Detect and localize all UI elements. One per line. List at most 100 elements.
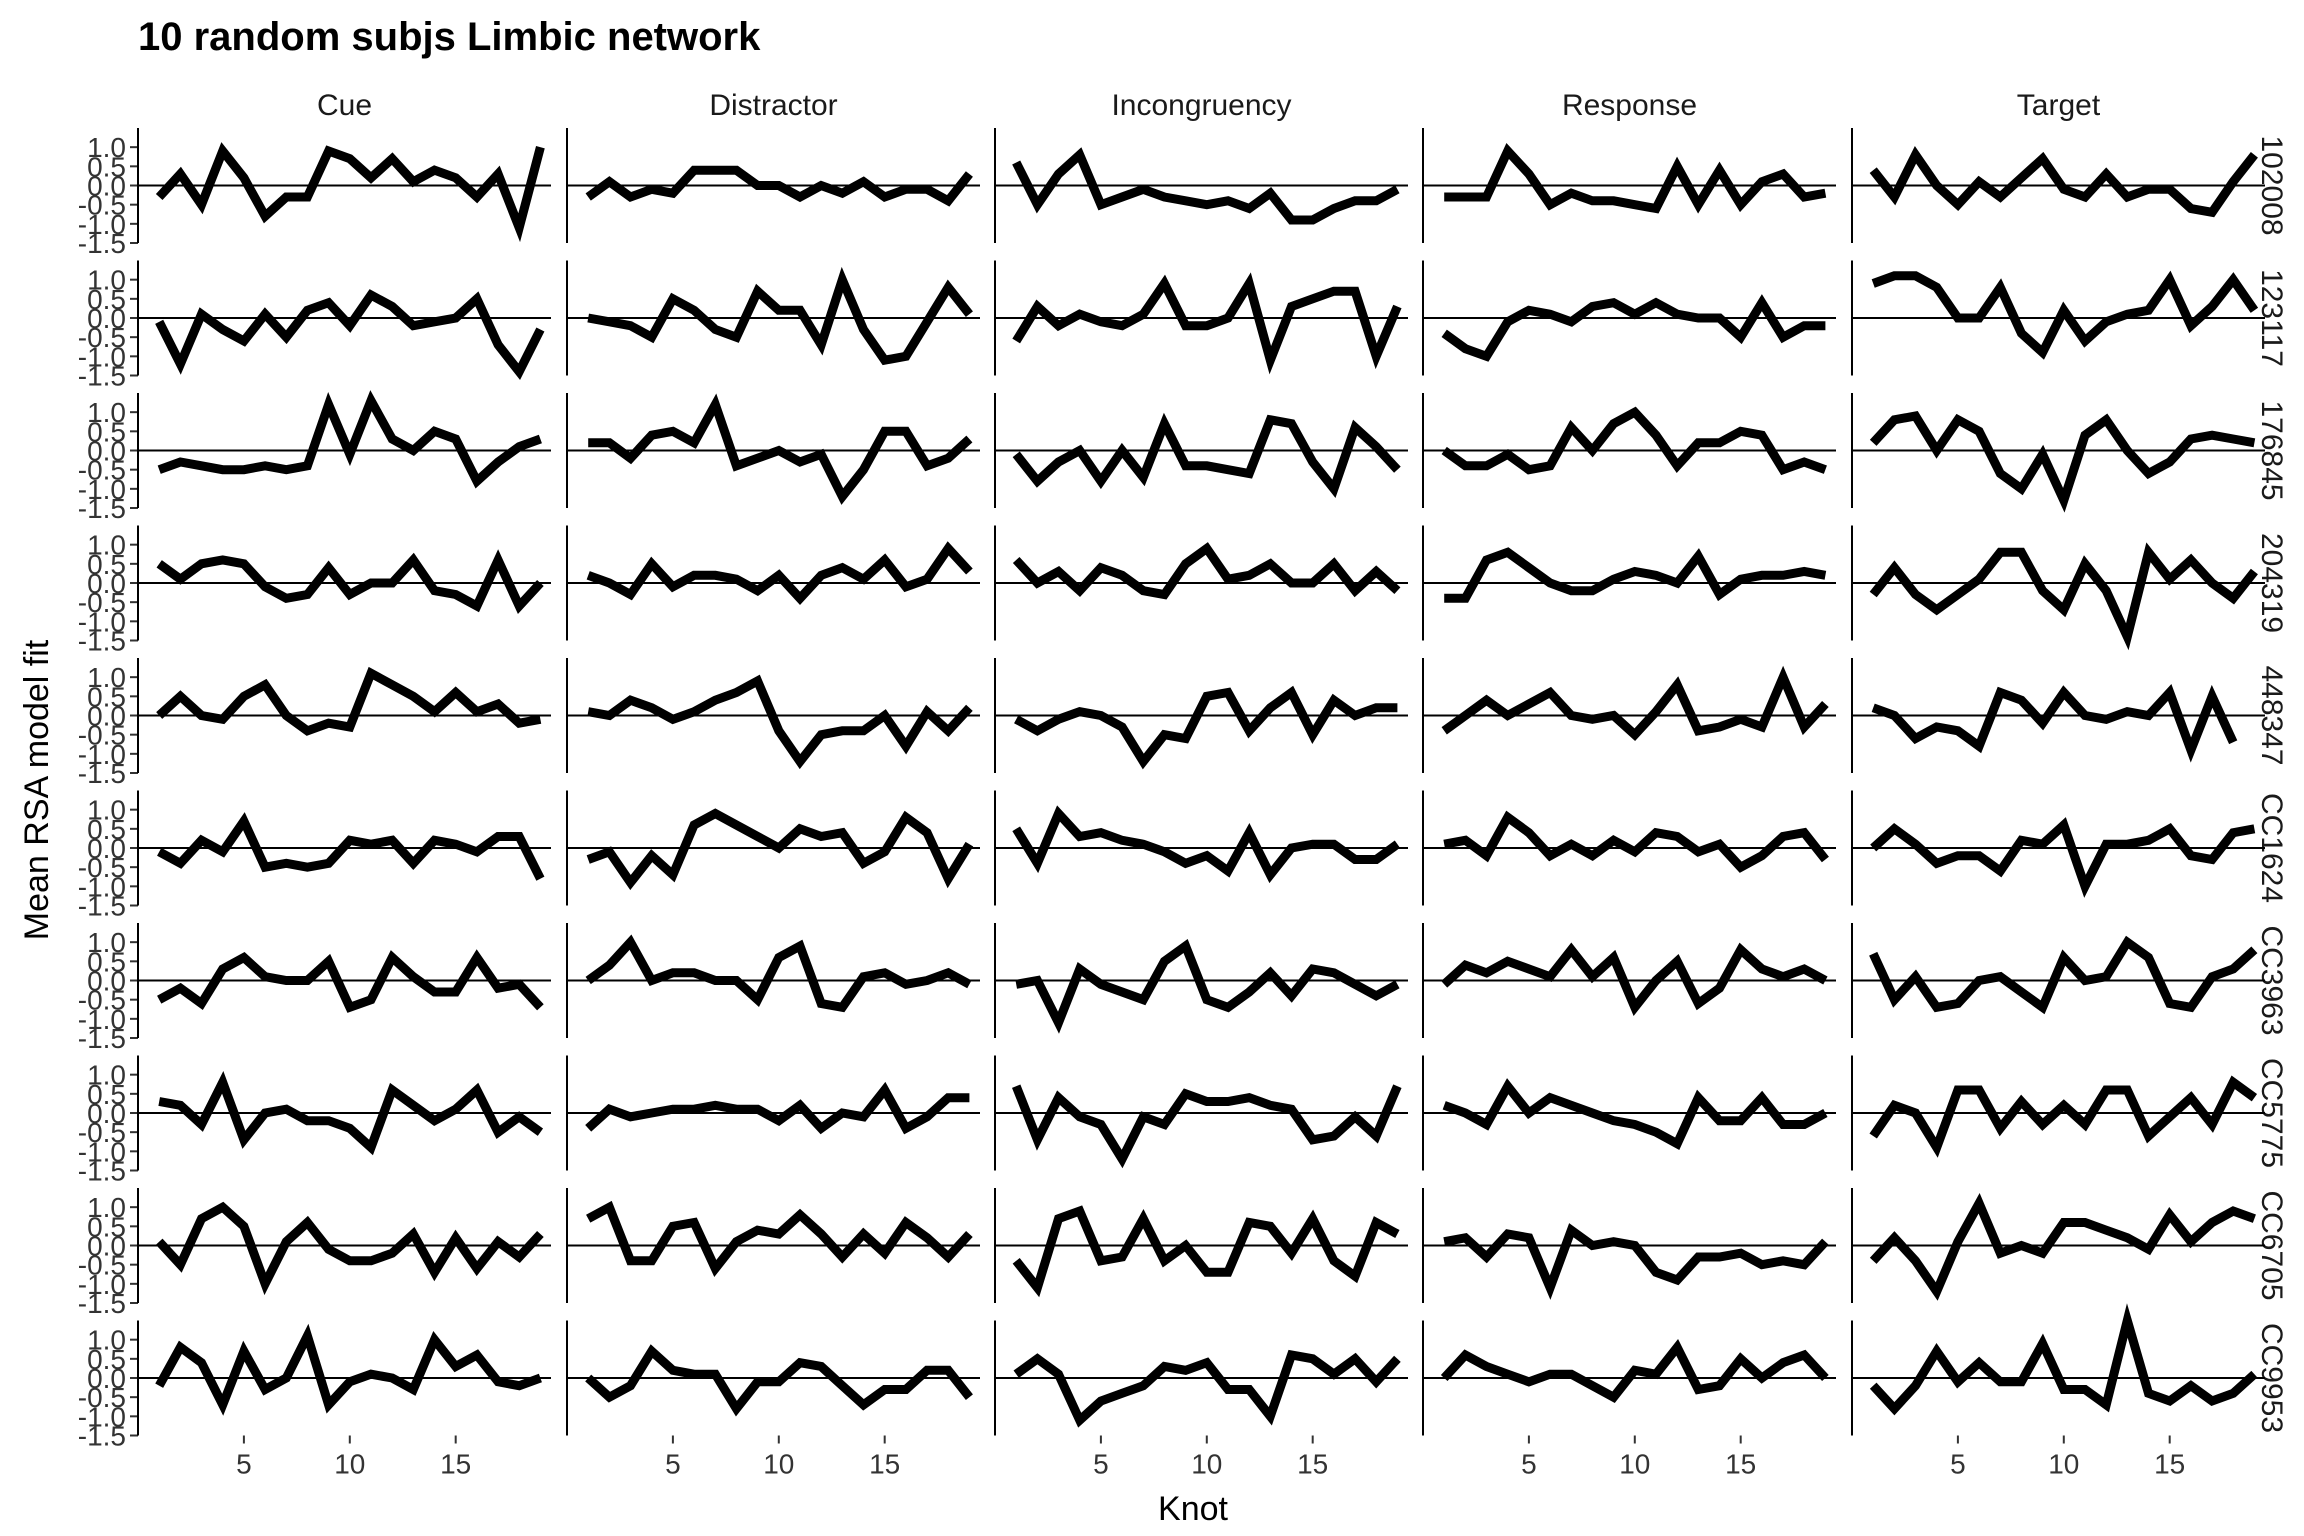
x-tick-label: 10 xyxy=(1191,1449,1222,1480)
panel xyxy=(1422,525,1836,641)
y-tick-label: -0.5 xyxy=(78,587,126,618)
y-tick-label: 1.0 xyxy=(87,1325,126,1356)
panel xyxy=(137,790,551,906)
x-axis-label: Knot xyxy=(1158,1490,1228,1528)
y-tick-label: -1.5 xyxy=(78,1156,126,1187)
y-tick-label: 1.0 xyxy=(87,662,126,693)
series-line xyxy=(1442,1078,1828,1150)
y-tick-label: -0.5 xyxy=(78,852,126,883)
panel xyxy=(1851,1188,2265,1303)
y-tick-label: 0.0 xyxy=(87,833,126,864)
series-line xyxy=(1012,1084,1402,1169)
panel xyxy=(137,1188,551,1303)
panel xyxy=(994,1188,1408,1303)
y-tick-label: -1.0 xyxy=(78,474,126,505)
y-tick-label: -0.5 xyxy=(78,1250,126,1281)
series-line xyxy=(1444,142,1827,214)
y-tick-label: 0.0 xyxy=(87,966,126,997)
panel xyxy=(1422,260,1836,376)
x-tick-label: 5 xyxy=(236,1449,252,1480)
panel xyxy=(566,923,980,1038)
series-line xyxy=(1012,1205,1400,1298)
panel xyxy=(994,128,1408,243)
y-tick-label: -1.0 xyxy=(78,209,126,240)
series-line xyxy=(1014,685,1398,770)
series-line xyxy=(1441,665,1829,742)
y-tick-label: -1.5 xyxy=(78,361,126,392)
series-line xyxy=(1012,147,1400,225)
series-line xyxy=(1012,412,1401,499)
series-line xyxy=(1869,935,2258,1015)
y-tick-label: 1.0 xyxy=(87,927,126,958)
x-tick-label: 15 xyxy=(2154,1449,2185,1480)
column-strip-label: Distractor xyxy=(709,89,837,122)
x-tick-label: 10 xyxy=(2048,1449,2079,1480)
chart-title: 10 random subjs Limbic network xyxy=(138,15,761,59)
series-line xyxy=(158,1071,544,1156)
panel xyxy=(137,923,551,1038)
panel xyxy=(1422,923,1836,1038)
y-tick-label: -1.5 xyxy=(78,1288,126,1319)
panel xyxy=(566,525,980,641)
y-tick-label: -1.5 xyxy=(78,758,126,789)
panel: 5 10 15 xyxy=(137,1320,551,1480)
series-line xyxy=(1869,145,2258,218)
series-line xyxy=(1871,684,2238,763)
panel xyxy=(994,525,1408,641)
series-line xyxy=(1870,817,2256,898)
panel xyxy=(1422,1055,1836,1171)
x-tick-label: 5 xyxy=(1093,1449,1109,1480)
panel: 5 10 15 xyxy=(1851,1303,2265,1480)
y-tick-label: 0.5 xyxy=(87,151,126,182)
series-line xyxy=(1441,942,1828,1017)
panel xyxy=(1851,525,2265,651)
series-line xyxy=(155,1323,542,1416)
series-line xyxy=(1869,1193,2256,1301)
y-tick-label: -1.5 xyxy=(78,1421,126,1452)
series-line xyxy=(157,949,544,1013)
panel xyxy=(1851,790,2265,906)
panel xyxy=(994,1055,1408,1171)
panel xyxy=(1851,1055,2265,1171)
panel: 5 10 15 xyxy=(1422,1320,1836,1480)
x-tick-label: 10 xyxy=(1619,1449,1650,1480)
x-tick-label: 10 xyxy=(763,1449,794,1480)
series-line xyxy=(585,1081,970,1135)
y-tick-label: 1.0 xyxy=(87,132,126,163)
panel xyxy=(994,658,1408,773)
y-tick-label: 0.5 xyxy=(87,814,126,845)
column-strip-label: Incongruency xyxy=(1111,89,1291,122)
series-line xyxy=(1012,272,1402,375)
y-tick-label: 1.0 xyxy=(87,397,126,428)
x-tick-label: 5 xyxy=(1950,1449,1966,1480)
y-tick-label: -1.0 xyxy=(78,739,126,770)
panel xyxy=(1851,923,2265,1038)
y-tick-label: 0.0 xyxy=(87,171,126,202)
y-tick-label: -0.5 xyxy=(78,985,126,1016)
series-line xyxy=(1869,542,2258,651)
series-line xyxy=(155,289,545,381)
y-tick-label: -1.0 xyxy=(78,1269,126,1300)
panel xyxy=(137,128,551,243)
x-tick-label: 15 xyxy=(440,1449,471,1480)
panel xyxy=(137,525,551,641)
series-line xyxy=(1012,542,1401,600)
series-line xyxy=(586,541,973,605)
y-tick-label: -1.0 xyxy=(78,1004,126,1035)
series-line xyxy=(1443,810,1829,873)
panel xyxy=(566,260,980,376)
y-tick-label: -1.5 xyxy=(78,891,126,922)
panel xyxy=(566,1188,980,1303)
y-tick-label: -0.5 xyxy=(78,1382,126,1413)
panel xyxy=(994,393,1408,508)
series-line xyxy=(156,666,542,736)
series-line xyxy=(1871,270,2259,360)
x-tick-label: 15 xyxy=(1297,1449,1328,1480)
column-strip-label: Response xyxy=(1562,89,1697,122)
series-line xyxy=(1012,805,1401,884)
y-tick-label: -0.5 xyxy=(78,1117,126,1148)
y-tick-label: 1.0 xyxy=(87,265,126,296)
series-line xyxy=(1441,294,1826,362)
x-tick-label: 10 xyxy=(334,1449,365,1480)
y-tick-label: 1.0 xyxy=(87,1060,126,1091)
